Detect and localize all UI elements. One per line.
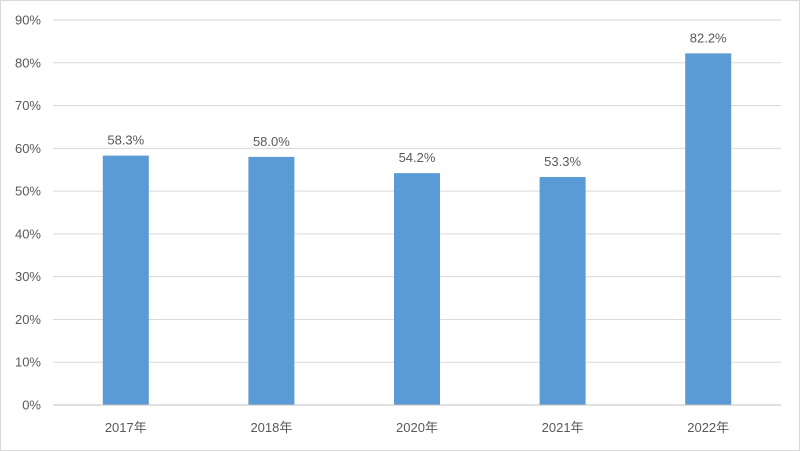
y-tick-label: 10% — [15, 355, 41, 370]
x-tick-label: 2018年 — [250, 420, 292, 435]
y-tick-label: 30% — [15, 269, 41, 284]
y-tick-label: 40% — [15, 226, 41, 241]
bar-4 — [685, 53, 732, 405]
y-tick-label: 50% — [15, 184, 41, 199]
bar-0 — [102, 155, 149, 405]
x-tick-label: 2022年 — [687, 420, 729, 435]
y-tick-label: 20% — [15, 312, 41, 327]
x-axis-tick-labels: 2017年 2018年 2020年 2021年 2022年 — [105, 420, 729, 435]
y-tick-label: 70% — [15, 98, 41, 113]
bars — [102, 53, 732, 405]
y-tick-label: 0% — [22, 398, 41, 413]
data-labels: 58.3% 58.0% 54.2% 53.3% 82.2% — [107, 30, 727, 169]
y-tick-label: 60% — [15, 141, 41, 156]
data-label: 82.2% — [690, 30, 727, 45]
x-tick-label: 2021年 — [542, 420, 584, 435]
data-label: 58.0% — [253, 134, 290, 149]
bar-3 — [539, 176, 586, 405]
data-label: 54.2% — [399, 150, 436, 165]
data-label: 53.3% — [544, 154, 581, 169]
bar-2 — [394, 173, 440, 405]
data-label: 58.3% — [107, 133, 144, 148]
bar-1 — [248, 156, 295, 405]
x-tick-label: 2020年 — [396, 420, 438, 435]
y-tick-label: 90% — [15, 13, 41, 28]
y-tick-label: 80% — [15, 55, 41, 70]
y-axis-tick-labels: 0% 10% 20% 30% 40% 50% 60% 70% 80% 90% — [15, 13, 41, 413]
x-tick-label: 2017年 — [105, 420, 147, 435]
